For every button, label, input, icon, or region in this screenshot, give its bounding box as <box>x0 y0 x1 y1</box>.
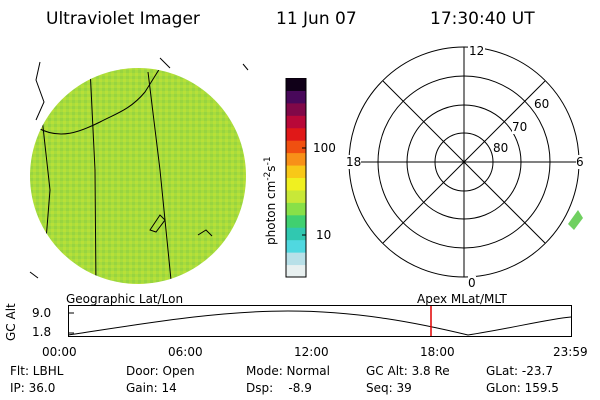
earth-image <box>29 57 249 284</box>
colorbar-segment <box>286 115 306 129</box>
info-gcalt: GC Alt: 3.8 Re <box>366 364 450 378</box>
orbit-axis-label: GC Alt <box>4 303 18 341</box>
colorbar-segment <box>286 214 306 228</box>
info-glon: GLon: 159.5 <box>486 381 559 395</box>
orbit-ytick-9: 9.0 <box>32 306 52 320</box>
colorbar-segment <box>286 140 306 154</box>
info-ip: IP: 36.0 <box>10 381 56 395</box>
lat-label-80: 80 <box>493 141 509 155</box>
colorbar-unit-label: photon cm-2s-1 <box>263 156 278 245</box>
orbit-ytick-1_8: 1.8 <box>32 325 52 339</box>
info-mode: Mode: Normal <box>246 364 330 378</box>
colorbar-segment <box>286 239 306 253</box>
coastline-left <box>35 61 45 121</box>
colorbar-segment <box>286 227 306 241</box>
colorbar <box>285 78 307 278</box>
instrument-title: Ultraviolet Imager <box>46 9 200 29</box>
lat-label-60: 60 <box>534 97 550 111</box>
aurora-patch <box>568 210 583 230</box>
time-label: 17:30:40 UT <box>430 9 535 29</box>
mlt-label-0: 0 <box>468 276 476 290</box>
apex-label: Apex MLat/MLT <box>417 292 507 306</box>
orbit-xtick-18: 18:00 <box>420 345 455 359</box>
mlt-label-12: 12 <box>468 44 486 58</box>
orbit-altitude-curve <box>68 310 572 336</box>
colorbar-segment <box>286 152 306 166</box>
info-glat: GLat: -23.7 <box>486 364 553 378</box>
geographic-label: Geographic Lat/Lon <box>66 292 184 306</box>
colorbar-segment <box>286 189 306 203</box>
colorbar-segment <box>286 264 306 278</box>
colorbar-segment <box>286 252 306 266</box>
lat-label-70: 70 <box>512 120 528 134</box>
earth-disk <box>30 68 246 284</box>
colorbar-segment <box>286 78 306 91</box>
colorbar-segment <box>286 127 306 141</box>
colorbar-segment <box>286 202 306 216</box>
info-dsp: Dsp: -8.9 <box>246 381 312 395</box>
info-flt: Flt: LBHL <box>10 364 64 378</box>
colorbar-segment <box>286 177 306 191</box>
orbit-xtick-6: 06:00 <box>168 345 203 359</box>
mlt-label-18: 18 <box>346 155 362 169</box>
date-label: 11 Jun 07 <box>276 9 357 29</box>
colorbar-segment <box>286 90 306 104</box>
colorbar-gradient <box>286 78 306 278</box>
info-door: Door: Open <box>126 364 195 378</box>
mlt-label-6: 6 <box>576 155 584 169</box>
info-gain: Gain: 14 <box>126 381 177 395</box>
info-seq: Seq: 39 <box>366 381 412 395</box>
orbit-plot <box>68 305 572 337</box>
coastline-top <box>159 57 171 69</box>
colorbar-tick-100: 100 <box>313 141 336 155</box>
colorbar-tick-10: 10 <box>316 228 332 242</box>
colorbar-segment <box>286 165 306 178</box>
polar-plot <box>348 46 583 278</box>
colorbar-segment <box>286 102 306 116</box>
orbit-xtick-12: 12:00 <box>294 345 329 359</box>
orbit-xtick-24: 23:59 <box>553 345 588 359</box>
orbit-xtick-0: 00:00 <box>42 345 77 359</box>
